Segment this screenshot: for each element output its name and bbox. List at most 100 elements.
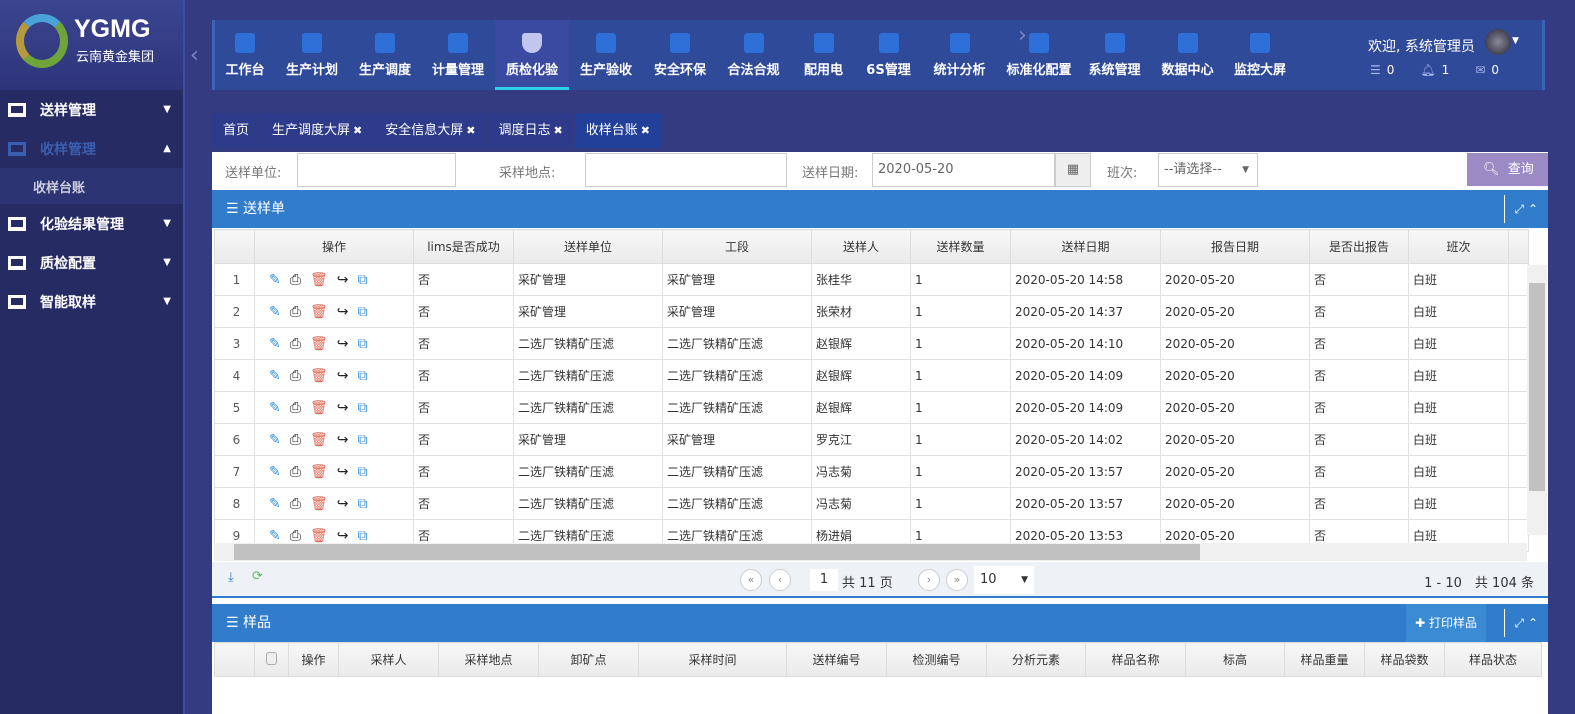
share-icon[interactable]: ↪ (336, 367, 349, 384)
header-cell[interactable]: 卸矿点 (538, 642, 639, 677)
edit-icon[interactable]: ✎ (269, 463, 281, 480)
edit-icon[interactable]: ✎ (269, 271, 281, 288)
collapse-icon[interactable]: ⌃ (1527, 616, 1538, 630)
nav-item[interactable]: 数据中心 (1151, 20, 1224, 90)
header-cell[interactable]: 送样数量 (910, 229, 1011, 264)
header-cell[interactable]: 送样编号 (786, 642, 887, 677)
sidebar-item-lab-results[interactable]: 化验结果管理 ▼ (0, 204, 183, 243)
header-cell[interactable]: 送样单位 (513, 229, 663, 264)
delete-icon[interactable]: 🗑︎ (309, 463, 328, 480)
print-icon[interactable]: ⎙ (289, 495, 301, 512)
delete-icon[interactable]: 🗑︎ (309, 527, 328, 544)
last-page-button[interactable]: » (946, 569, 968, 591)
edit-icon[interactable]: ✎ (269, 527, 281, 544)
tasks-counter[interactable]: ☰ 0 (1370, 63, 1395, 77)
share-icon[interactable]: ↪ (336, 335, 349, 352)
header-cell[interactable]: 采样时间 (638, 642, 787, 677)
header-cell[interactable]: lims是否成功 (413, 229, 514, 264)
page-input[interactable]: 1 (810, 569, 838, 591)
edit-icon[interactable]: ✎ (269, 431, 281, 448)
collapse-icon[interactable]: ⌃ (1527, 202, 1538, 216)
shift-select[interactable]: --请选择-- ▼ (1158, 153, 1258, 187)
share-icon[interactable]: ↪ (336, 527, 349, 544)
calendar-icon[interactable]: ▦ (1055, 153, 1091, 187)
nav-item[interactable]: 生产调度 (349, 20, 421, 90)
share-icon[interactable]: ↪ (336, 495, 349, 512)
nav-item[interactable]: 标准化配置 (1000, 20, 1078, 90)
scroll-thumb[interactable] (234, 544, 1200, 560)
share-icon[interactable]: ↪ (336, 431, 349, 448)
nav-item[interactable]: 监控大屏 (1225, 20, 1295, 90)
nav-item[interactable]: 统计分析 (920, 20, 999, 90)
header-cell[interactable]: 采样地点 (438, 642, 539, 677)
table-row[interactable]: 5 ✎ ⎙ 🗑︎ ↪ ⧉ 否二选厂铁精矿压滤 二选厂铁精矿压滤 赵银辉 1 2020-05-20 1… (214, 391, 1529, 424)
page-tab[interactable]: 首页 (212, 113, 261, 148)
header-cell[interactable]: 标高 (1185, 642, 1285, 677)
first-page-button[interactable]: « (740, 569, 762, 591)
print-icon[interactable]: ⎙ (289, 335, 301, 352)
delete-icon[interactable]: 🗑︎ (309, 431, 328, 448)
nav-scroll-right-icon[interactable]: › (1018, 23, 1027, 48)
nav-item[interactable]: 系统管理 (1079, 20, 1150, 90)
delete-icon[interactable]: 🗑︎ (309, 399, 328, 416)
header-cell[interactable]: 样品状态 (1444, 642, 1542, 677)
header-cell[interactable]: 样品名称 (1085, 642, 1186, 677)
table-row[interactable]: 3 ✎ ⎙ 🗑︎ ↪ ⧉ 否二选厂铁精矿压滤 二选厂铁精矿压滤 赵银辉 1 2020-05-20 1… (214, 327, 1529, 360)
horizontal-scrollbar[interactable] (214, 543, 1527, 561)
share-icon[interactable]: ↪ (336, 399, 349, 416)
header-cell[interactable]: 工段 (662, 229, 812, 264)
edit-icon[interactable]: ✎ (269, 303, 281, 320)
table-row[interactable]: 8 ✎ ⎙ 🗑︎ ↪ ⧉ 否二选厂铁精矿压滤 二选厂铁精矿压滤 冯志菊 1 2020-05-20 1… (214, 487, 1529, 520)
open-icon[interactable]: ⧉ (357, 399, 368, 416)
nav-item[interactable]: 合法合规 (718, 20, 789, 90)
share-icon[interactable]: ↪ (336, 463, 349, 480)
table-row[interactable]: 1 ✎ ⎙ 🗑︎ ↪ ⧉ 否采矿管理 采矿管理 张桂华 1 2020-05-20 14:58 2020… (214, 263, 1529, 296)
page-tab[interactable]: 安全信息大屏 ✖ (374, 113, 487, 148)
nav-item[interactable]: 生产计划 (276, 20, 348, 90)
sidebar-item-receive-sample[interactable]: 收样管理 ▲ (0, 129, 183, 168)
close-icon[interactable]: ✖ (353, 124, 363, 137)
edit-icon[interactable]: ✎ (269, 335, 281, 352)
print-icon[interactable]: ⎙ (289, 399, 301, 416)
open-icon[interactable]: ⧉ (357, 271, 368, 288)
table-row[interactable]: 2 ✎ ⎙ 🗑︎ ↪ ⧉ 否采矿管理 采矿管理 张荣材 1 2020-05-20 14:37 2020… (214, 295, 1529, 328)
nav-item[interactable]: 配用电 (790, 20, 857, 90)
close-icon[interactable]: ✖ (640, 124, 650, 137)
print-icon[interactable]: ⎙ (289, 367, 301, 384)
vertical-scrollbar[interactable] (1527, 265, 1547, 535)
delete-icon[interactable]: 🗑︎ (309, 367, 328, 384)
delete-icon[interactable]: 🗑︎ (309, 335, 328, 352)
site-input[interactable] (585, 153, 787, 187)
header-cell[interactable]: 样品袋数 (1364, 642, 1445, 677)
print-icon[interactable]: ⎙ (289, 271, 301, 288)
header-cell[interactable]: 报告日期 (1160, 229, 1310, 264)
notifications-counter[interactable]: 🔔︎ 1 (1420, 63, 1450, 77)
open-icon[interactable]: ⧉ (357, 335, 368, 352)
open-icon[interactable]: ⧉ (357, 527, 368, 544)
next-page-button[interactable]: › (918, 569, 940, 591)
header-cell[interactable]: 班次 (1408, 229, 1509, 264)
print-icon[interactable]: ⎙ (289, 431, 301, 448)
table-row[interactable]: 6 ✎ ⎙ 🗑︎ ↪ ⧉ 否采矿管理 采矿管理 罗克江 1 2020-05-20 14:02 2020… (214, 423, 1529, 456)
expand-icon[interactable]: ⤢ (1514, 202, 1525, 216)
scroll-thumb[interactable] (1529, 283, 1545, 491)
sidebar-subitem-receive-ledger[interactable]: 收样台账 (0, 168, 183, 204)
page-tab[interactable]: 收样台账 ✖ (574, 113, 661, 148)
print-icon[interactable]: ⎙ (289, 527, 301, 544)
nav-item[interactable]: 生产验收 (570, 20, 642, 90)
avatar[interactable] (1485, 29, 1511, 55)
delete-icon[interactable]: 🗑︎ (309, 303, 328, 320)
sidebar-item-smart-sampling[interactable]: 智能取样 ▼ (0, 282, 183, 321)
share-icon[interactable]: ↪ (336, 271, 349, 288)
header-cell[interactable]: 分析元素 (986, 642, 1086, 677)
header-cell[interactable]: 是否出报告 (1309, 229, 1409, 264)
print-samples-button[interactable]: ✚ 打印样品 (1406, 604, 1486, 642)
prev-page-button[interactable]: ‹ (769, 569, 791, 591)
open-icon[interactable]: ⧉ (357, 303, 368, 320)
open-icon[interactable]: ⧉ (357, 431, 368, 448)
page-tab[interactable]: 调度日志 ✖ (487, 113, 574, 148)
page-tab[interactable]: 生产调度大屏 ✖ (261, 113, 374, 148)
nav-item[interactable]: 计量管理 (422, 20, 494, 90)
refresh-icon[interactable]: ⟳ (252, 569, 263, 584)
header-cell[interactable]: 检测编号 (886, 642, 987, 677)
